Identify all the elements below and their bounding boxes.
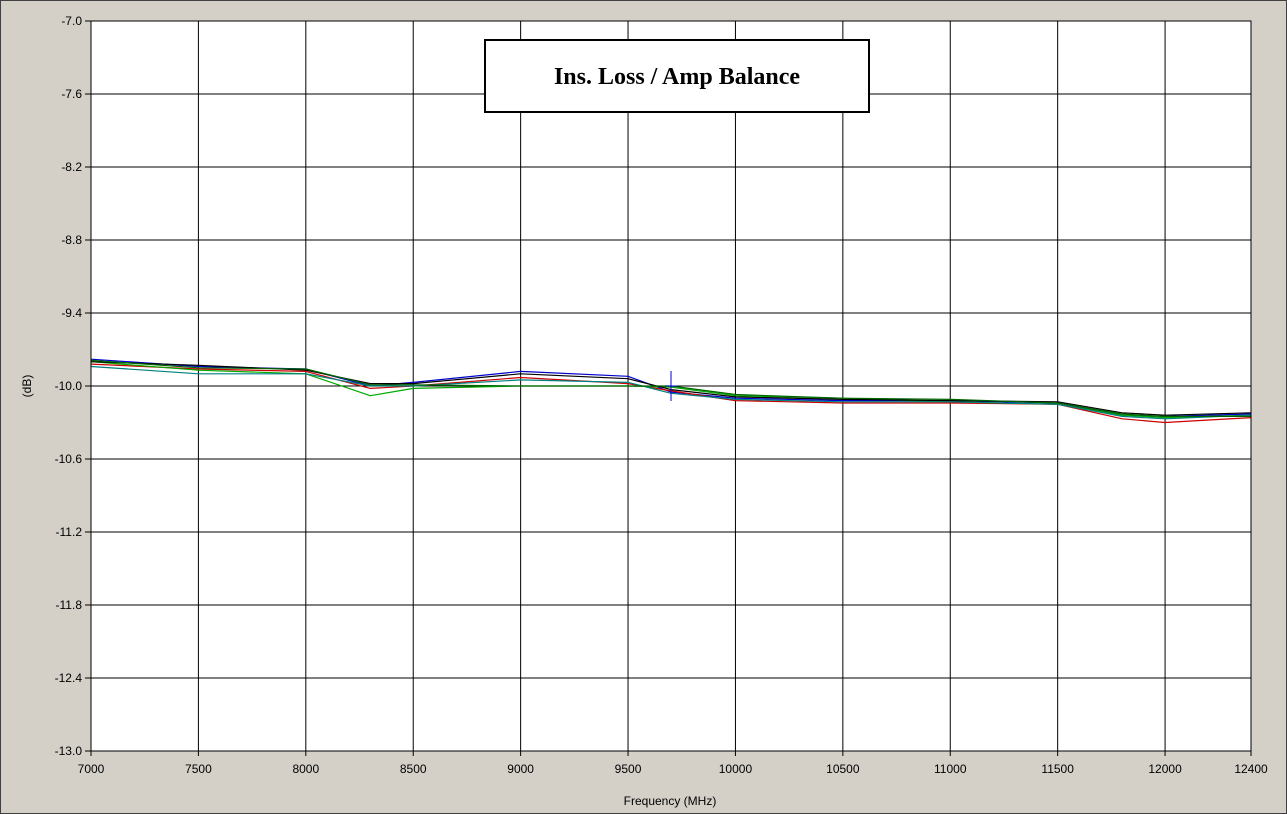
chart-title: Ins. Loss / Amp Balance <box>554 64 800 90</box>
x-tick-label: 10500 <box>826 762 860 776</box>
y-tick-label: -9.4 <box>61 306 82 320</box>
y-tick-label: -7.6 <box>61 87 82 101</box>
y-tick-label: -13.0 <box>55 744 83 758</box>
plot-border <box>90 20 1252 752</box>
y-tick-label: -10.6 <box>55 452 83 466</box>
x-tick-label: 9500 <box>615 762 642 776</box>
x-tick-label: 9000 <box>507 762 534 776</box>
y-tick-label: -11.8 <box>56 598 83 612</box>
x-tick-label: 12000 <box>1148 762 1182 776</box>
x-axis-title: Frequency (MHz) <box>624 794 717 808</box>
y-tick-label: -8.2 <box>61 160 82 174</box>
y-tick-label: -12.4 <box>55 671 83 685</box>
y-axis-title: (dB) <box>20 375 34 398</box>
x-tick-label: 11500 <box>1041 762 1074 776</box>
y-tick-label: -8.8 <box>61 233 82 247</box>
x-tick-label: 10000 <box>719 762 753 776</box>
y-tick-label: -11.2 <box>56 525 83 539</box>
x-tick-label: 7000 <box>78 762 105 776</box>
y-tick-label: -10.0 <box>55 379 83 393</box>
x-tick-label: 12400 <box>1234 762 1268 776</box>
y-tick-label: -7.0 <box>61 14 82 28</box>
x-tick-label: 8000 <box>292 762 319 776</box>
x-tick-label: 8500 <box>400 762 427 776</box>
x-tick-label: 7500 <box>185 762 212 776</box>
x-tick-label: 11000 <box>934 762 967 776</box>
chart-title-box <box>484 39 870 113</box>
